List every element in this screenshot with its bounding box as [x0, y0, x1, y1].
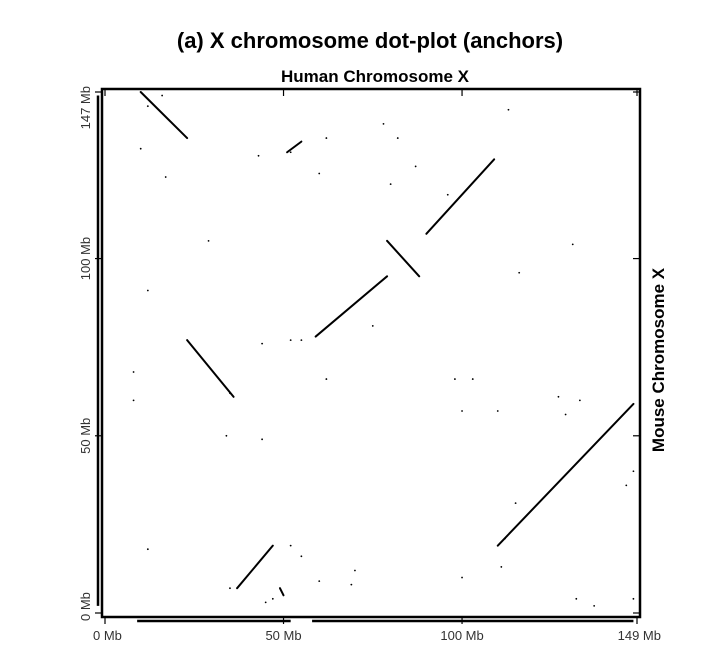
anchor-point: [261, 438, 264, 441]
anchor-point: [461, 410, 463, 412]
anchor-point: [207, 239, 210, 242]
anchor-point: [225, 434, 228, 437]
anchor-point: [164, 176, 167, 178]
x-tick-label: 50 Mb: [265, 628, 301, 643]
anchor-point: [382, 122, 385, 125]
anchor-segment: [139, 91, 189, 140]
anchor-point: [229, 587, 231, 590]
anchor-point: [161, 94, 164, 97]
anchor-point: [625, 484, 628, 487]
y-axis: 0 Mb 50 Mb 100 Mb 147 Mb: [78, 86, 640, 621]
anchor-point: [575, 597, 578, 600]
anchor-point: [318, 172, 321, 175]
x-axis: 0 Mb 50 Mb 100 Mb 149 Mb: [93, 89, 661, 643]
anchor-point: [289, 339, 292, 341]
anchor-point: [557, 395, 560, 398]
anchor-point: [389, 183, 392, 186]
anchor-point: [289, 151, 292, 154]
anchor-point: [503, 537, 506, 540]
y-tick-label: 0 Mb: [78, 592, 93, 621]
anchor-point: [396, 137, 399, 139]
anchor-point: [461, 576, 463, 579]
anchor-segment: [496, 402, 635, 547]
anchor-point: [325, 137, 328, 139]
anchor-point: [571, 243, 574, 246]
anchor-point: [354, 569, 356, 572]
anchor-point: [500, 566, 503, 568]
anchor-segment: [278, 587, 285, 597]
anchor-point: [593, 605, 596, 607]
anchor-point: [632, 470, 635, 473]
anchor-point: [264, 601, 267, 604]
anchor-point: [132, 399, 135, 402]
anchor-point: [371, 325, 374, 327]
anchor-point: [132, 371, 135, 373]
anchor-point: [229, 392, 231, 395]
x-tick-label: 149 Mb: [618, 628, 661, 643]
anchor-point: [414, 165, 417, 168]
anchor-point: [318, 580, 321, 583]
anchor-point: [446, 193, 449, 196]
anchor-point: [471, 378, 474, 380]
anchor-marks: [132, 91, 635, 607]
anchor-point: [139, 147, 142, 150]
anchor-point: [454, 378, 456, 380]
rug-marks: [96, 95, 634, 623]
anchor-point: [350, 583, 353, 586]
plot-frame: [100, 87, 642, 619]
anchor-point: [257, 154, 260, 157]
anchor-point: [496, 410, 499, 412]
anchor-segment: [314, 275, 389, 338]
anchor-segment: [236, 544, 274, 590]
anchor-point: [146, 105, 149, 108]
anchor-point: [261, 342, 264, 345]
anchor-point: [518, 271, 521, 274]
y-tick-label: 50 Mb: [78, 418, 93, 454]
anchor-point: [514, 502, 517, 505]
anchor-point: [578, 399, 581, 402]
anchor-point: [300, 339, 303, 341]
anchor-point: [564, 413, 567, 416]
anchor-point: [146, 548, 149, 551]
y-axis-label: Mouse Chromosome X: [649, 267, 668, 452]
anchor-segment: [186, 339, 235, 398]
x-tick-label: 0 Mb: [93, 628, 122, 643]
x-axis-label: Human Chromosome X: [281, 67, 470, 86]
anchor-point: [146, 289, 149, 292]
anchor-point: [507, 108, 510, 111]
anchor-point: [300, 555, 303, 558]
anchor-segment: [386, 239, 421, 278]
chart-title: (a) X chromosome dot-plot (anchors): [177, 28, 563, 53]
anchor-segment: [286, 140, 303, 154]
x-tick-label: 100 Mb: [440, 628, 483, 643]
y-tick-label: 100 Mb: [78, 237, 93, 280]
anchor-point: [271, 597, 274, 600]
anchor-point: [325, 378, 328, 380]
anchor-point: [289, 544, 292, 547]
y-tick-label: 147 Mb: [78, 86, 93, 129]
anchor-point: [632, 597, 635, 600]
anchor-segment: [425, 158, 496, 235]
